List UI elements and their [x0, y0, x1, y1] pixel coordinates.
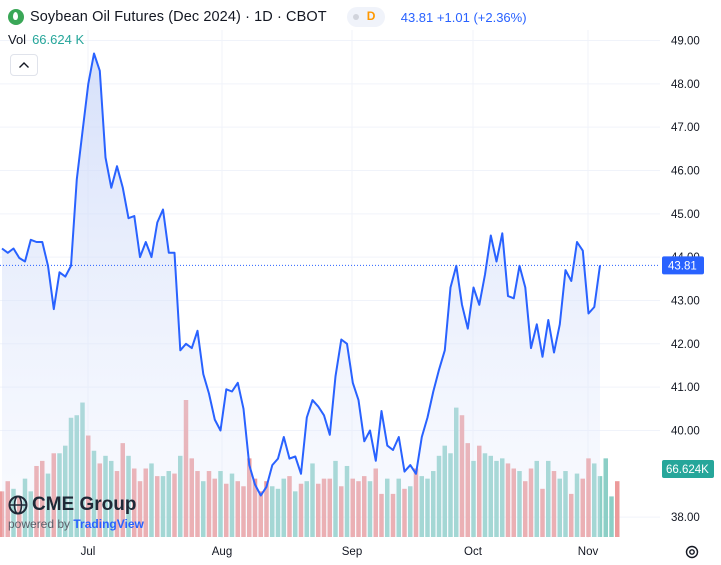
price-area [2, 53, 600, 537]
time-tick-label: Nov [578, 546, 599, 558]
cme-globe-icon [8, 495, 28, 515]
time-tick-label: Jul [81, 546, 96, 558]
time-tick-label: Oct [464, 546, 483, 558]
volume-legend-label: Vol [8, 32, 27, 47]
volume-label: 66.624K [662, 460, 714, 478]
price-tick-label: 45.00 [671, 209, 700, 221]
time-tick-label: Sep [342, 546, 362, 558]
price-tick-label: 40.00 [671, 425, 700, 437]
time-axis[interactable]: Jul Aug Sep Oct Nov [81, 546, 599, 558]
collapse-legend-button[interactable] [10, 54, 38, 76]
price-tick-label: 41.00 [671, 382, 700, 394]
price-tick-label: 43.00 [671, 295, 700, 307]
gear-icon [685, 545, 699, 559]
last-price-value: 43.81 [668, 260, 697, 272]
status-dot-icon [352, 14, 359, 20]
price-tick-label: 48.00 [671, 79, 700, 91]
last-price-label: 43.81 [662, 256, 704, 275]
price-tick-label: 47.00 [671, 122, 700, 134]
volume-bar [603, 458, 608, 537]
market-status-badge[interactable]: D [346, 7, 385, 27]
volume-legend: Vol 66.624 K [8, 32, 84, 47]
volume-value-label: 66.624K [666, 464, 709, 476]
price-change: +1.01 [436, 9, 470, 25]
volume-bar [609, 496, 614, 537]
tradingview-brand: TradingView [73, 517, 144, 531]
price-axis[interactable]: 49.0048.0047.0046.0045.0044.0043.0042.00… [671, 36, 700, 525]
time-tick-label: Aug [212, 546, 232, 558]
price-tick-label: 46.00 [671, 165, 700, 177]
last-price: 43.81 [400, 9, 434, 25]
price-change-percent: (+2.36%) [473, 9, 527, 25]
symbol-header: Soybean Oil Futures (Dec 2024) · 1D · CB… [8, 6, 527, 28]
volume-legend-value: 66.624 K [32, 32, 85, 47]
symbol-title[interactable]: Soybean Oil Futures (Dec 2024) · 1D · CB… [30, 9, 327, 25]
soybean-oil-icon [8, 9, 24, 25]
volume-bar [615, 481, 620, 537]
price-tick-label: 42.00 [671, 339, 700, 351]
powered-by: powered by TradingView [8, 517, 144, 531]
delayed-badge-label: D [366, 9, 376, 23]
cme-brand: CME Group [32, 494, 137, 515]
quote-values: 43.81 +1.01 (+2.36%) [401, 10, 527, 25]
chevron-up-icon [19, 62, 29, 68]
cme-watermark: CME Group powered by TradingView [8, 494, 144, 531]
price-tick-label: 38.00 [671, 512, 700, 524]
price-line [1, 52, 601, 497]
powered-by-prefix: powered by [8, 517, 71, 531]
price-tick-label: 49.00 [671, 36, 700, 48]
chart-settings-button[interactable] [684, 544, 700, 565]
